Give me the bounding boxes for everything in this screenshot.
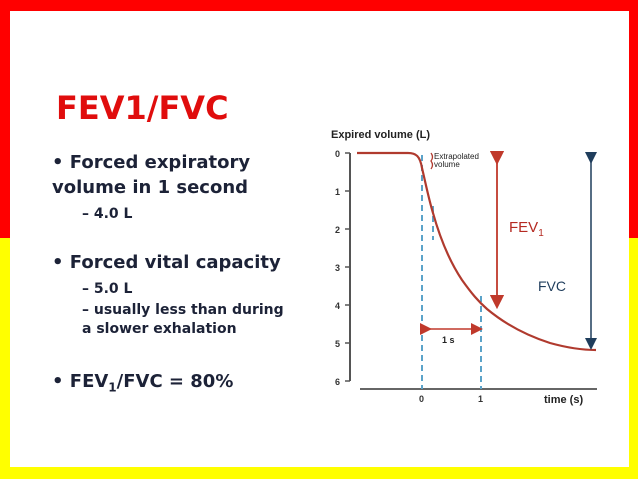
y-tick-6: 6 [335, 377, 340, 387]
y-tick-0: 0 [335, 149, 340, 159]
sub-bullet-fev1-value: – 4.0 L [82, 206, 133, 222]
sub-bullet-fvc-note-line1: – usually less than during [82, 302, 284, 318]
bullet-fev1-line1: • Forced expiratory [52, 152, 251, 173]
x-tick-1: 1 [478, 394, 483, 404]
expiration-curve [357, 151, 597, 352]
bullet-fev1: • Forced expiratory volume in 1 second [52, 150, 317, 200]
interval-label: 1 s [442, 335, 455, 345]
slide-title: FEV1/FVC [56, 89, 229, 127]
extrapolated-label-line2: volume [434, 160, 460, 169]
slide-background [10, 11, 629, 467]
y-tick-1: 1 [335, 187, 340, 197]
bullet-fvc: • Forced vital capacity [52, 252, 281, 273]
bullet-ratio-suffix: /FVC = 80% [116, 371, 234, 392]
fev1-label-text: FEV [509, 219, 538, 236]
fvc-label: FVC [538, 278, 566, 294]
y-tick-5: 5 [335, 339, 340, 349]
bullet-list: • Forced expiratory volume in 1 second –… [52, 150, 317, 401]
fev1-label-subscript: 1 [538, 228, 544, 239]
y-axis-label: Expired volume (L) [331, 129, 430, 141]
sub-bullet-fvc-value: – 5.0 L [82, 281, 133, 297]
extrapolated-bracket [430, 152, 434, 170]
sub-bullet-fvc-note-line2: a slower exhalation [82, 321, 237, 337]
x-tick-0: 0 [419, 394, 424, 404]
y-tick-3: 3 [335, 263, 340, 273]
x-axis: 0 1 time (s) [360, 388, 597, 406]
bullet-ratio-prefix: • FEV [52, 371, 109, 392]
fev1-label: FEV1 [509, 219, 544, 239]
x-axis-label: time (s) [544, 394, 583, 406]
y-axis: 0 1 2 3 4 5 6 [335, 149, 351, 387]
y-tick-4: 4 [335, 301, 340, 311]
bullet-ratio-subscript: 1 [108, 380, 117, 395]
bullet-ratio: • FEV1/FVC = 80% [52, 369, 317, 401]
bullet-fev1-line2: volume in 1 second [52, 177, 249, 198]
y-tick-2: 2 [335, 225, 340, 235]
extrapolated-label-line1: Extrapolated [434, 152, 479, 161]
